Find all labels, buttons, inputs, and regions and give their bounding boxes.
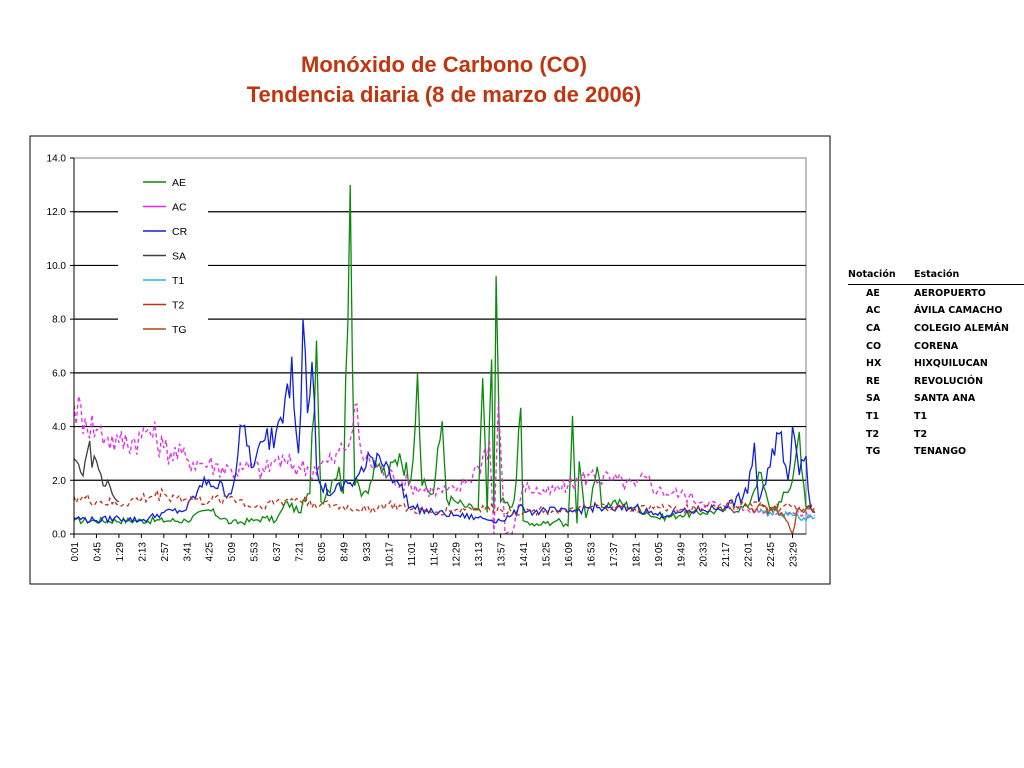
x-tick-label: 5:53 bbox=[250, 542, 261, 562]
chart-title-line2: Tendencia diaria (8 de marzo de 2006) bbox=[246, 82, 642, 107]
station-table-header-cell: Estación bbox=[914, 269, 960, 281]
x-tick-label: 2:13 bbox=[137, 542, 148, 562]
x-tick-label: 4:25 bbox=[205, 542, 216, 562]
x-tick-label: 19:49 bbox=[676, 542, 687, 567]
station-table-row: CA COLEGIO ALEMÁN bbox=[848, 320, 1024, 338]
legend-box bbox=[118, 170, 208, 346]
y-tick-label: 10.0 bbox=[47, 261, 67, 272]
x-tick-label: 7:21 bbox=[295, 542, 306, 562]
station-table-row: RE REVOLUCIÓN bbox=[848, 373, 1024, 391]
x-tick-label: 8:05 bbox=[317, 542, 328, 562]
x-tick-label: 15:25 bbox=[542, 542, 553, 567]
legend-label-ae: AE bbox=[172, 177, 186, 189]
x-tick-label: 13:13 bbox=[474, 542, 485, 567]
chart-title: Monóxido de Carbono (CO) Tendencia diari… bbox=[0, 50, 900, 110]
station-table-row: AE AEROPUERTO bbox=[848, 285, 1024, 303]
station-name: T1 bbox=[914, 411, 928, 423]
x-tick-label: 14:41 bbox=[519, 542, 530, 567]
x-tick-label: 5:09 bbox=[227, 542, 238, 562]
x-tick-label: 3:41 bbox=[182, 542, 193, 562]
y-tick-label: 4.0 bbox=[52, 422, 66, 433]
x-tick-label: 1:29 bbox=[115, 542, 126, 562]
series-line-ac bbox=[73, 395, 816, 536]
x-tick-label: 11:45 bbox=[429, 542, 440, 567]
x-tick-label: 12:29 bbox=[452, 542, 463, 567]
station-code: SA bbox=[866, 393, 881, 405]
station-table-header: Notación Estación bbox=[848, 266, 1024, 285]
series-line-t1 bbox=[758, 509, 816, 523]
x-tick-label: 16:53 bbox=[586, 542, 597, 567]
station-code: CA bbox=[866, 323, 881, 335]
legend-label-tg: TG bbox=[172, 324, 187, 336]
x-tick-label: 23:29 bbox=[789, 542, 800, 567]
axes: 0.0 2.0 4.0 6.0 8.0 10.0 12.0 14.0 0:01 0:45 1:29 2… bbox=[47, 154, 806, 567]
y-tick-label: 0.0 bbox=[52, 530, 66, 541]
x-tick-label: 19:05 bbox=[654, 542, 665, 567]
y-tick-label: 8.0 bbox=[52, 315, 66, 326]
legend: AE AC CR SA T1 T2 TG bbox=[118, 170, 208, 346]
x-tick-label: 21:17 bbox=[721, 542, 732, 567]
station-code: T1 bbox=[866, 411, 880, 423]
station-code: AE bbox=[866, 287, 880, 299]
station-table-row: HX HIXQUILUCAN bbox=[848, 355, 1024, 373]
station-name: REVOLUCIÓN bbox=[914, 375, 984, 387]
station-code: T2 bbox=[866, 428, 880, 440]
station-name: HIXQUILUCAN bbox=[914, 358, 988, 370]
station-table-row: TG TENANGO bbox=[848, 443, 1024, 461]
x-tick-label: 8:49 bbox=[339, 542, 350, 562]
y-tick-label: 2.0 bbox=[52, 476, 66, 487]
station-code: AC bbox=[866, 305, 881, 317]
legend-label-t1: T1 bbox=[172, 275, 184, 287]
x-tick-label: 18:21 bbox=[631, 542, 642, 567]
series-lines bbox=[73, 184, 816, 536]
x-tick-label: 17:37 bbox=[609, 542, 620, 567]
legend-label-cr: CR bbox=[172, 226, 188, 238]
x-tick-label: 0:01 bbox=[70, 542, 81, 562]
station-code: TG bbox=[866, 446, 881, 458]
series-line-cr bbox=[73, 319, 816, 525]
station-table-row: CO CORENA bbox=[848, 337, 1024, 355]
station-table-row: SA SANTA ANA bbox=[848, 390, 1024, 408]
station-table-row: T2 T2 bbox=[848, 425, 1024, 443]
station-table-row: T1 T1 bbox=[848, 408, 1024, 426]
station-name: AEROPUERTO bbox=[914, 287, 986, 299]
legend-label-sa: SA bbox=[172, 251, 186, 263]
y-tick-label: 14.0 bbox=[47, 154, 67, 165]
station-code: RE bbox=[866, 375, 880, 387]
y-tick-label: 6.0 bbox=[52, 368, 66, 379]
x-tick-label: 2:57 bbox=[160, 542, 171, 562]
x-tick-label: 6:37 bbox=[272, 542, 283, 562]
station-code: CO bbox=[866, 340, 882, 352]
x-tick-label: 13:57 bbox=[497, 542, 508, 567]
x-tick-label: 11:01 bbox=[407, 542, 418, 567]
station-table-header-cell: Notación bbox=[848, 269, 896, 281]
series-line-t2 bbox=[73, 487, 816, 517]
station-name: CORENA bbox=[914, 340, 959, 352]
x-tick-label: 0:45 bbox=[92, 542, 103, 562]
y-tick-label: 12.0 bbox=[47, 207, 67, 218]
station-table: Notación Estación AE AEROPUERTO AC ÁVILA CAMA… bbox=[848, 266, 1024, 461]
x-tick-label: 10:17 bbox=[384, 542, 395, 567]
station-name: T2 bbox=[914, 428, 928, 440]
x-tick-label: 9:33 bbox=[362, 542, 373, 562]
station-name: SANTA ANA bbox=[914, 393, 976, 405]
station-name: TENANGO bbox=[914, 446, 967, 458]
x-tick-label: 20:33 bbox=[699, 542, 710, 567]
chart-title-line1: Monóxido de Carbono (CO) bbox=[301, 52, 587, 77]
x-tick-label: 16:09 bbox=[564, 542, 575, 567]
legend-label-t2: T2 bbox=[172, 300, 184, 312]
station-name: COLEGIO ALEMÁN bbox=[914, 323, 1009, 335]
x-tick-label: 22:01 bbox=[744, 542, 755, 567]
legend-label-ac: AC bbox=[172, 202, 187, 214]
series-line-tg bbox=[747, 504, 816, 536]
station-code: HX bbox=[866, 358, 882, 370]
station-name: ÁVILA CAMACHO bbox=[914, 305, 1003, 317]
x-tick-label: 22:45 bbox=[766, 542, 777, 567]
station-table-row: AC ÁVILA CAMACHO bbox=[848, 302, 1024, 320]
series-line-sa bbox=[73, 440, 120, 503]
